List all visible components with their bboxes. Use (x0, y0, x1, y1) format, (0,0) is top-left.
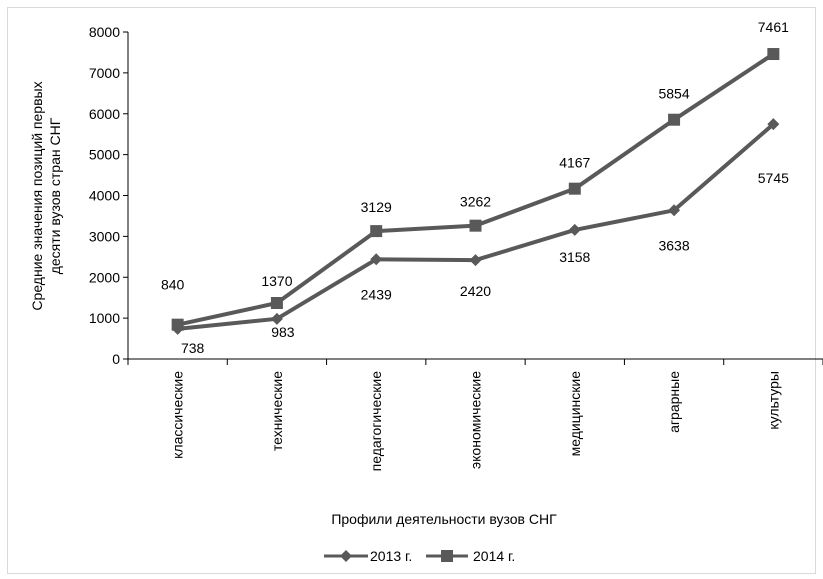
data-label-0: 2420 (460, 283, 491, 299)
y-tick-label: 1000 (89, 310, 120, 326)
data-point-1 (668, 113, 681, 126)
data-label-1: 840 (161, 277, 185, 293)
data-label-1: 4167 (559, 155, 590, 171)
data-label-1: 3262 (460, 194, 491, 210)
y-tick-label: 2000 (89, 269, 120, 285)
x-tick-label: экономические (468, 371, 484, 469)
x-tick-label: классические (170, 371, 186, 459)
data-label-0: 3638 (658, 237, 689, 253)
data-point-1 (469, 219, 482, 232)
y-axis-title-line-1: Средние значения позиций первых (29, 81, 45, 310)
y-tick-label: 8000 (89, 24, 120, 40)
data-point-0 (767, 118, 780, 131)
data-label-0: 983 (271, 324, 295, 340)
data-point-1 (370, 225, 383, 238)
data-point-1 (171, 318, 184, 331)
legend-label-2014: 2014 г. (473, 548, 515, 564)
y-tick-label: 7000 (89, 65, 120, 81)
data-point-0 (270, 312, 283, 325)
legend-marker-2014 (441, 550, 453, 562)
x-tick-label: аграрные (666, 371, 682, 433)
series-layer (171, 48, 780, 335)
chart-frame (7, 7, 816, 574)
data-point-1 (568, 182, 581, 195)
y-tick-label: 0 (112, 351, 120, 367)
y-tick-label: 6000 (89, 106, 120, 122)
data-label-0: 2439 (361, 286, 392, 302)
data-point-1 (270, 297, 283, 310)
y-axis-title-line-2: десяти вузов стран СНГ (47, 117, 63, 274)
data-point-1 (767, 48, 780, 61)
data-label-1: 5854 (658, 86, 689, 102)
data-labels: 738 983 2439 2420 3158 3638 5745 840 1370 3129 326… (161, 19, 789, 356)
x-tick-label: культуры (765, 371, 781, 430)
y-tick-label: 3000 (89, 228, 120, 244)
data-point-0 (469, 254, 482, 267)
data-label-0: 3158 (559, 249, 590, 265)
x-tick-label: медицинские (567, 371, 583, 457)
data-label-0: 738 (181, 340, 205, 356)
legend-marker-2013 (340, 550, 352, 562)
data-point-0 (370, 253, 383, 266)
data-point-0 (668, 204, 681, 217)
x-axis-title: Профили деятельности вузов СНГ (331, 511, 557, 527)
y-tick-label: 4000 (89, 188, 120, 204)
legend-label-2013: 2013 г. (370, 548, 412, 564)
legend: 2013 г. 2014 г. (324, 548, 515, 564)
x-tick-label: технические (269, 371, 285, 451)
data-label-1: 3129 (361, 199, 392, 215)
data-label-1: 7461 (758, 19, 789, 35)
x-axis-ticks: классические технические педагогические эко… (127, 359, 823, 472)
data-label-0: 5745 (758, 170, 789, 186)
data-point-0 (568, 223, 581, 236)
y-axis-title: Средние значения позиций первых десяти в… (29, 81, 63, 310)
y-axis-ticks: 0 1000 2000 3000 4000 5000 6000 7000 8000 (89, 24, 128, 367)
x-tick-label: педагогические (368, 371, 384, 472)
data-label-1: 1370 (261, 273, 292, 289)
y-tick-label: 5000 (89, 147, 120, 163)
